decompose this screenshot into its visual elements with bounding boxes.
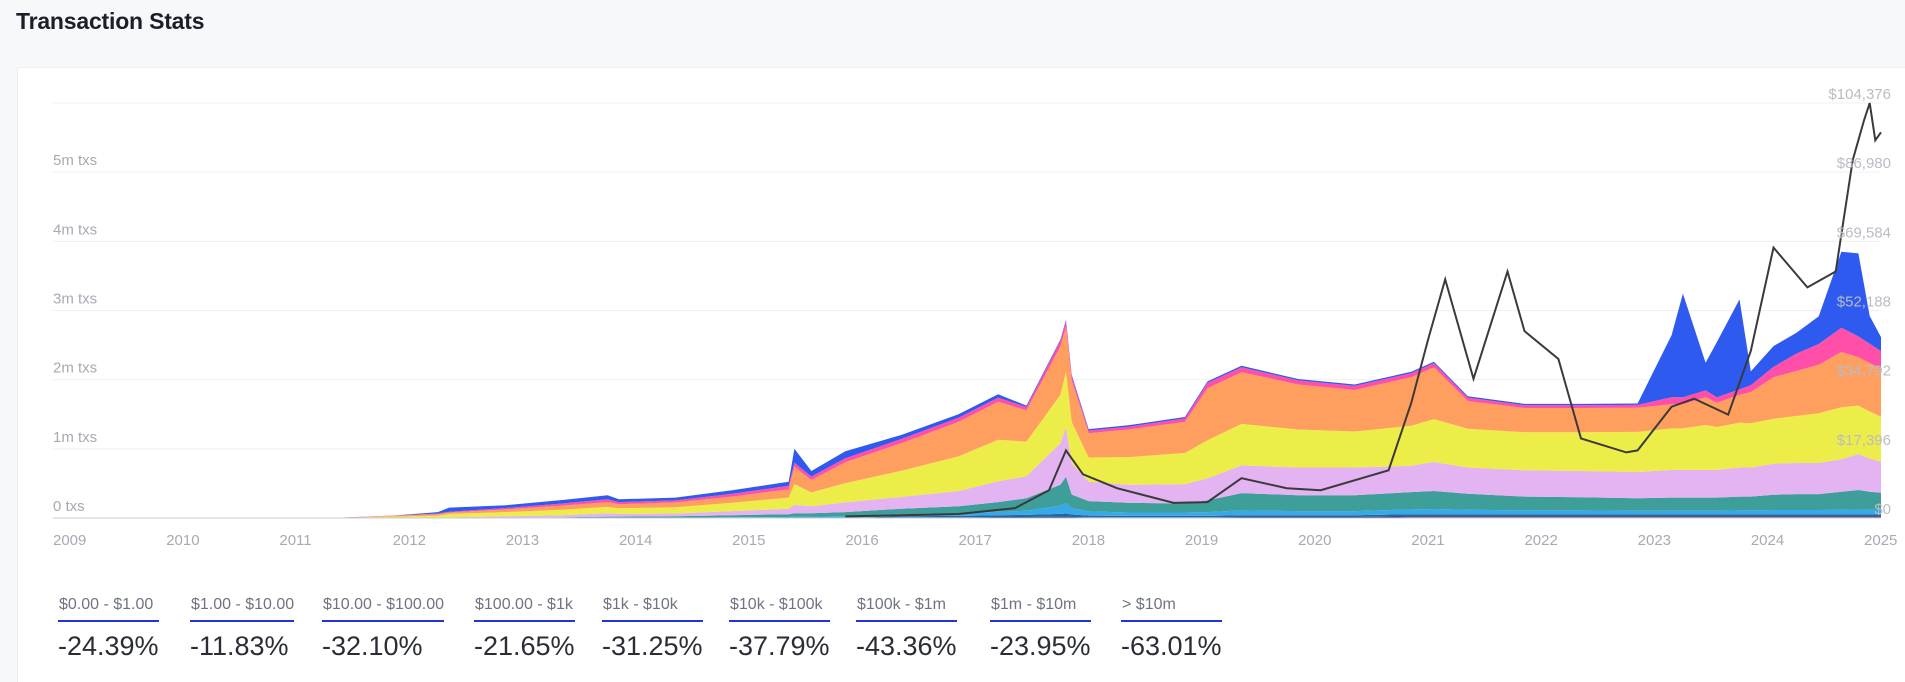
transaction-stats-chart: 0 txs 1m txs 2m txs 3m txs 4m txs 5m txs $0 $17… [53, 86, 1897, 549]
legend-change: -31.25% [602, 631, 703, 661]
y-right-tick-label: $104,376 [1828, 86, 1891, 103]
x-tick-label: 2025 [1864, 532, 1897, 549]
x-tick-label: 2009 [53, 532, 86, 549]
legend-change: -21.65% [474, 631, 575, 661]
y-tick-label: 0 txs [53, 498, 85, 515]
x-tick-label: 2022 [1524, 532, 1557, 549]
x-tick-label: 2019 [1185, 532, 1218, 549]
x-tick-label: 2017 [959, 532, 992, 549]
chart-card: 0 txs 1m txs 2m txs 3m txs 4m txs 5m txs $0 $17… [17, 67, 1905, 682]
y-right-tick-label: $17,396 [1837, 432, 1891, 449]
x-tick-label: 2024 [1751, 532, 1784, 549]
legend-item-2[interactable]: $10.00 - $100.00 -32.10% [322, 596, 444, 662]
x-tick-label: 2014 [619, 532, 652, 549]
legend-item-0[interactable]: $0.00 - $1.00 -24.39% [58, 596, 159, 662]
area-series [53, 321, 1881, 518]
legend-label[interactable]: > $10m [1121, 596, 1222, 622]
legend-label[interactable]: $10.00 - $100.00 [322, 596, 444, 622]
legend-item-1[interactable]: $1.00 - $10.00 -11.83% [190, 596, 295, 662]
legend-item-7[interactable]: $1m - $10m -23.95% [990, 596, 1091, 662]
legend-item-5[interactable]: $10k - $100k -37.79% [729, 596, 830, 662]
area-series [53, 476, 1881, 518]
legend-item-4[interactable]: $1k - $10k -31.25% [602, 596, 703, 662]
y-right-tick-label: $0 [1874, 501, 1891, 518]
area-series [53, 427, 1881, 518]
price-line [845, 102, 1882, 518]
legend-change: -24.39% [58, 631, 159, 661]
page-title: Transaction Stats [16, 8, 205, 34]
x-tick-label: 2012 [393, 532, 426, 549]
x-tick-label: 2015 [732, 532, 765, 549]
y-right-tick-label: $86,980 [1837, 155, 1891, 172]
y-tick-label: 4m txs [53, 221, 97, 238]
y-tick-label: 5m txs [53, 152, 97, 169]
x-tick-label: 2021 [1411, 532, 1444, 549]
y-tick-label: 3m txs [53, 291, 97, 308]
x-tick-label: 2011 [279, 532, 311, 549]
legend-change: -11.83% [190, 631, 289, 661]
legend-label[interactable]: $10k - $100k [729, 596, 830, 622]
legend-label[interactable]: $1k - $10k [602, 596, 703, 622]
legend-label[interactable]: $1.00 - $10.00 [190, 596, 295, 622]
y-tick-label: 2m txs [53, 360, 97, 377]
legend-change: -63.01% [1121, 631, 1222, 661]
x-tick-label: 2016 [845, 532, 878, 549]
area-series [53, 326, 1881, 518]
legend-item-6[interactable]: $100k - $1m -43.36% [856, 596, 957, 662]
legend-change: -37.79% [729, 631, 830, 661]
x-tick-label: 2023 [1638, 532, 1671, 549]
x-tick-label: 2020 [1298, 532, 1331, 549]
legend-label[interactable]: $100.00 - $1k [474, 596, 575, 622]
legend-label[interactable]: $0.00 - $1.00 [58, 596, 159, 622]
area-series [53, 516, 1881, 518]
y-right-tick-label: $69,584 [1837, 224, 1891, 241]
y-tick-label: 1m txs [53, 429, 97, 446]
x-tick-label: 2018 [1072, 532, 1105, 549]
legend-change: -32.10% [322, 631, 423, 661]
x-tick-label: 2010 [166, 532, 199, 549]
area-series [53, 513, 1881, 518]
legend-label[interactable]: $100k - $1m [856, 596, 957, 622]
legend-item-3[interactable]: $100.00 - $1k -21.65% [474, 596, 575, 662]
legend-change: -23.95% [990, 631, 1091, 661]
legend-change: -43.36% [856, 631, 957, 661]
y-right-tick-label: $52,188 [1837, 294, 1891, 311]
area-series [53, 503, 1881, 518]
x-tick-label: 2013 [506, 532, 539, 549]
legend-label[interactable]: $1m - $10m [990, 596, 1091, 622]
legend-item-8[interactable]: > $10m -63.01% [1121, 596, 1222, 662]
y-right-tick-label: $34,792 [1837, 363, 1891, 380]
area-series [53, 371, 1881, 518]
